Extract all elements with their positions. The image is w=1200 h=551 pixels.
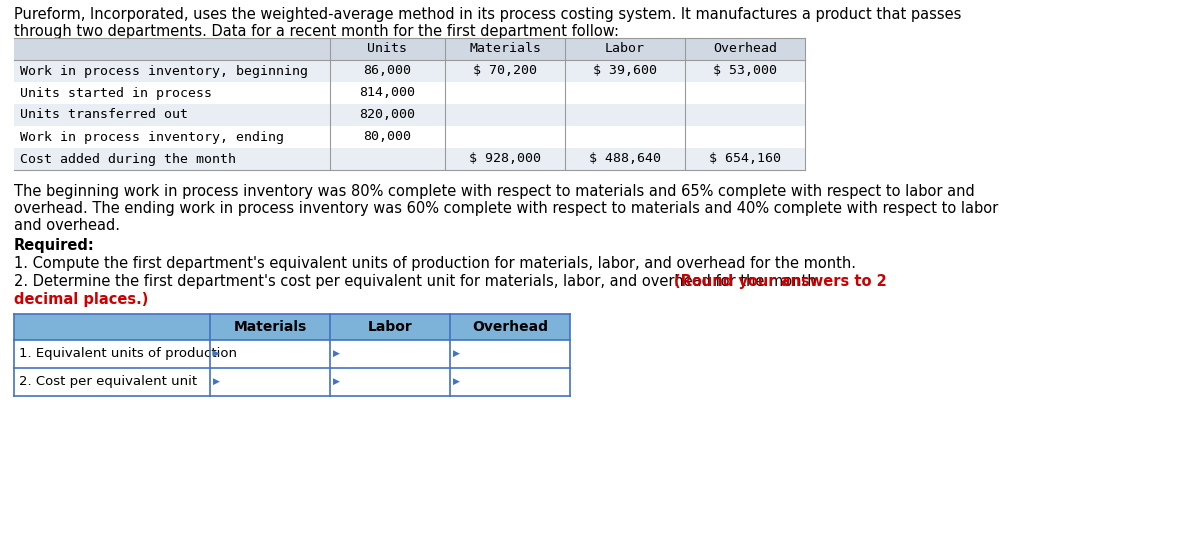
Text: Work in process inventory, ending: Work in process inventory, ending (20, 131, 284, 143)
Text: decimal places.): decimal places.) (14, 292, 149, 307)
Text: 86,000: 86,000 (364, 64, 412, 78)
Text: $ 928,000: $ 928,000 (469, 153, 541, 165)
Text: $ 654,160: $ 654,160 (709, 153, 781, 165)
Text: ▶: ▶ (454, 348, 460, 358)
Text: $ 39,600: $ 39,600 (593, 64, 658, 78)
Text: ▶: ▶ (214, 376, 220, 386)
Bar (14, 60, 805, 82)
Text: Units transferred out: Units transferred out (20, 109, 188, 122)
Text: $ 488,640: $ 488,640 (589, 153, 661, 165)
Bar (14, 368, 570, 396)
Text: through two departments. Data for a recent month for the first department follow: through two departments. Data for a rece… (14, 24, 619, 39)
Text: $ 53,000: $ 53,000 (713, 64, 778, 78)
Text: Labor: Labor (367, 320, 413, 334)
Bar (14, 38, 805, 60)
Text: Pureform, Incorporated, uses the weighted-average method in its process costing : Pureform, Incorporated, uses the weighte… (14, 7, 961, 22)
Text: Required:: Required: (14, 238, 95, 253)
Text: Work in process inventory, beginning: Work in process inventory, beginning (20, 64, 308, 78)
Text: ▶: ▶ (214, 348, 220, 358)
Text: The beginning work in process inventory was 80% complete with respect to materia: The beginning work in process inventory … (14, 184, 974, 199)
Text: and overhead.: and overhead. (14, 218, 120, 233)
Text: $ 70,200: $ 70,200 (473, 64, 538, 78)
Text: (Round your answers to 2: (Round your answers to 2 (674, 274, 887, 289)
Bar (14, 82, 805, 104)
Text: 2. Cost per equivalent unit: 2. Cost per equivalent unit (19, 375, 197, 388)
Bar (14, 126, 805, 148)
Text: Labor: Labor (605, 42, 646, 56)
Text: Materials: Materials (233, 320, 307, 334)
Bar (14, 104, 805, 126)
Text: ▶: ▶ (454, 376, 460, 386)
Text: ▶: ▶ (334, 376, 340, 386)
Bar (14, 148, 805, 170)
Text: Materials: Materials (469, 42, 541, 56)
Text: 80,000: 80,000 (364, 131, 412, 143)
Text: 820,000: 820,000 (360, 109, 415, 122)
Text: 1. Equivalent units of production: 1. Equivalent units of production (19, 348, 238, 360)
Text: Cost added during the month: Cost added during the month (20, 153, 236, 165)
Bar (14, 340, 570, 368)
Bar (14, 314, 570, 340)
Text: 1. Compute the first department's equivalent units of production for materials, : 1. Compute the first department's equiva… (14, 256, 856, 271)
Text: overhead. The ending work in process inventory was 60% complete with respect to : overhead. The ending work in process inv… (14, 201, 998, 216)
Text: ▶: ▶ (334, 348, 340, 358)
Text: Units: Units (367, 42, 408, 56)
Text: Overhead: Overhead (472, 320, 548, 334)
Text: 814,000: 814,000 (360, 87, 415, 100)
Text: Units started in process: Units started in process (20, 87, 212, 100)
Text: Overhead: Overhead (713, 42, 778, 56)
Text: 2. Determine the first department's cost per equivalent unit for materials, labo: 2. Determine the first department's cost… (14, 274, 826, 289)
